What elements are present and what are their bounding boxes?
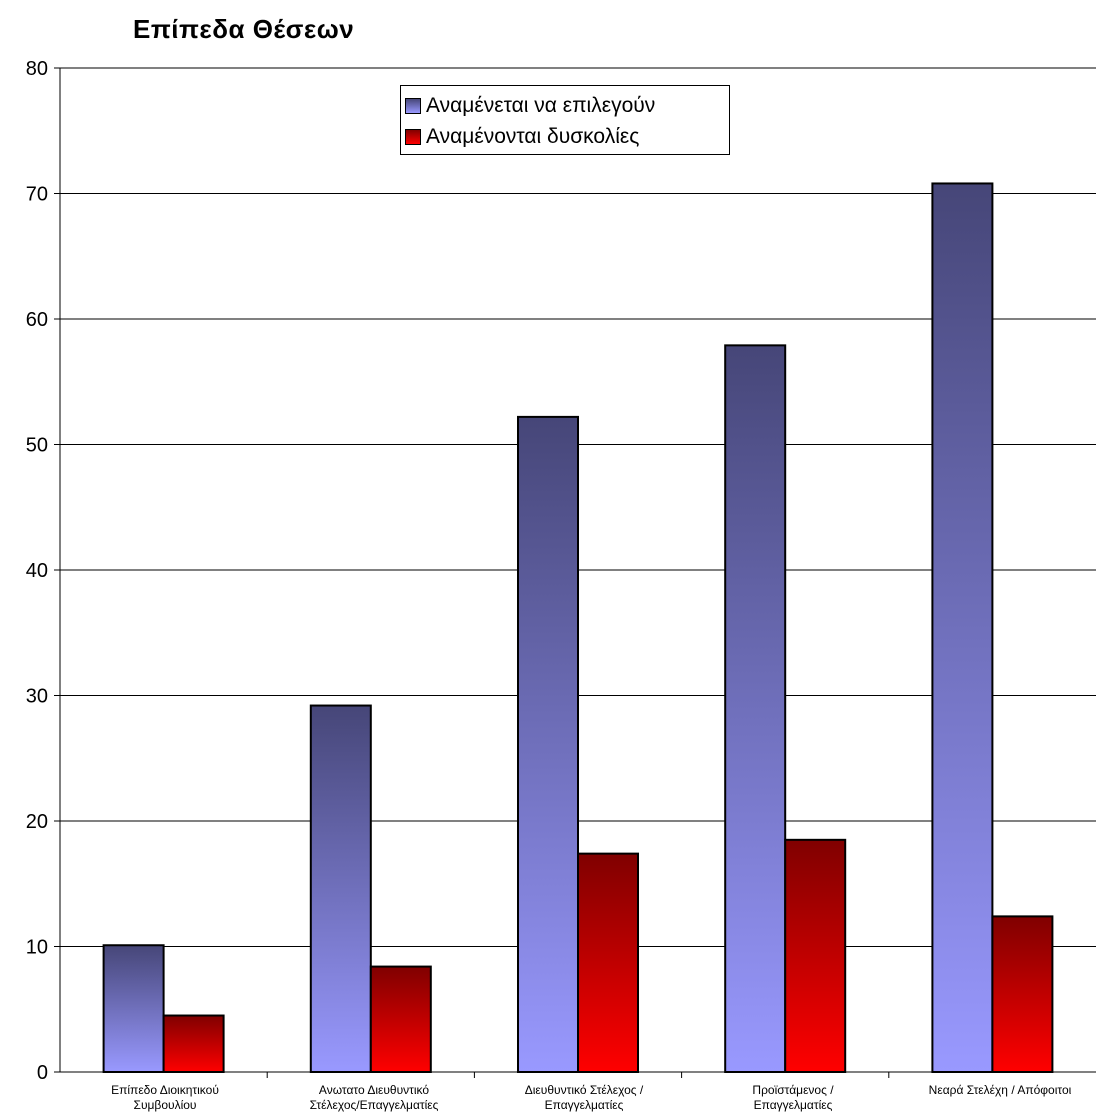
category-label-3-line-2: Επαγγελματίες	[753, 1098, 833, 1112]
bar-series-0-category-0	[102, 944, 165, 1073]
category-label-2-line-1: Διευθυντικό Στέλεχος /	[524, 1083, 644, 1097]
category-label-1-line-1: Ανωτατο Διευθυντικό	[318, 1083, 430, 1097]
category-label-2-line-2: Επαγγελματίες	[544, 1098, 624, 1112]
y-tick-label-50: 50	[26, 435, 48, 457]
y-tick-label-10: 10	[26, 937, 48, 959]
category-label-1-line-2: Στέλεχος/Επαγγελματίες	[309, 1098, 439, 1112]
bar-series-0-category-4	[931, 182, 994, 1073]
bars	[102, 182, 1054, 1074]
legend-item-series-1: Αναμένονται δυσκολίες	[405, 121, 729, 152]
bar-series-1-category-4	[991, 915, 1054, 1073]
legend: Αναμένεται να επιλεγούν Αναμένονται δυσκ…	[400, 85, 730, 155]
category-label-0-line-1: Επίπεδο Διοικητικού	[111, 1083, 219, 1097]
y-tick-label-80: 80	[26, 58, 48, 80]
category-label-3: Προϊστάμενος / Επαγγελματίες	[693, 1083, 893, 1113]
legend-swatch-series-0	[405, 97, 421, 114]
bar-series-0-category-1	[309, 704, 372, 1073]
bar-series-1-category-2	[577, 852, 639, 1073]
category-label-0: Επίπεδο Διοικητικού Συμβουλίου	[65, 1083, 265, 1113]
legend-swatch-series-1	[405, 128, 421, 145]
legend-item-series-0: Αναμένεται να επιλεγούν	[405, 90, 729, 121]
y-tick-label-70: 70	[26, 184, 48, 206]
chart-title: Επίπεδα Θέσεων	[133, 14, 355, 44]
legend-label-series-0: Αναμένεται να επιλεγούν	[426, 93, 656, 117]
category-label-2: Διευθυντικό Στέλεχος / Επαγγελματίες	[484, 1083, 684, 1113]
y-tick-label-30: 30	[26, 686, 48, 708]
category-label-0-line-2: Συμβουλίου	[133, 1098, 197, 1112]
category-label-4: Νεαρά Στελέχη / Απόφοιτοι	[900, 1083, 1100, 1098]
category-label-3-line-1: Προϊστάμενος /	[752, 1083, 834, 1097]
y-axis: 0 10 20 30 40 50 60 70 80	[26, 58, 1096, 1084]
category-label-1: Ανωτατο Διευθυντικό Στέλεχος/Επαγγελματί…	[274, 1083, 474, 1113]
bar-series-1-category-1	[369, 965, 432, 1074]
legend-label-series-1: Αναμένονται δυσκολίες	[426, 124, 640, 148]
y-tick-label-40: 40	[26, 560, 48, 582]
bar-series-0-category-3	[724, 344, 787, 1074]
category-label-4-line-1: Νεαρά Στελέχη / Απόφοιτοι	[928, 1083, 1072, 1097]
bar-series-1-category-0	[162, 1014, 225, 1074]
bar-series-1-category-3	[784, 838, 847, 1074]
y-tick-label-60: 60	[26, 309, 48, 331]
y-tick-label-0: 0	[37, 1062, 48, 1084]
y-tick-label-20: 20	[26, 811, 48, 833]
bar-series-0-category-2	[517, 415, 579, 1073]
